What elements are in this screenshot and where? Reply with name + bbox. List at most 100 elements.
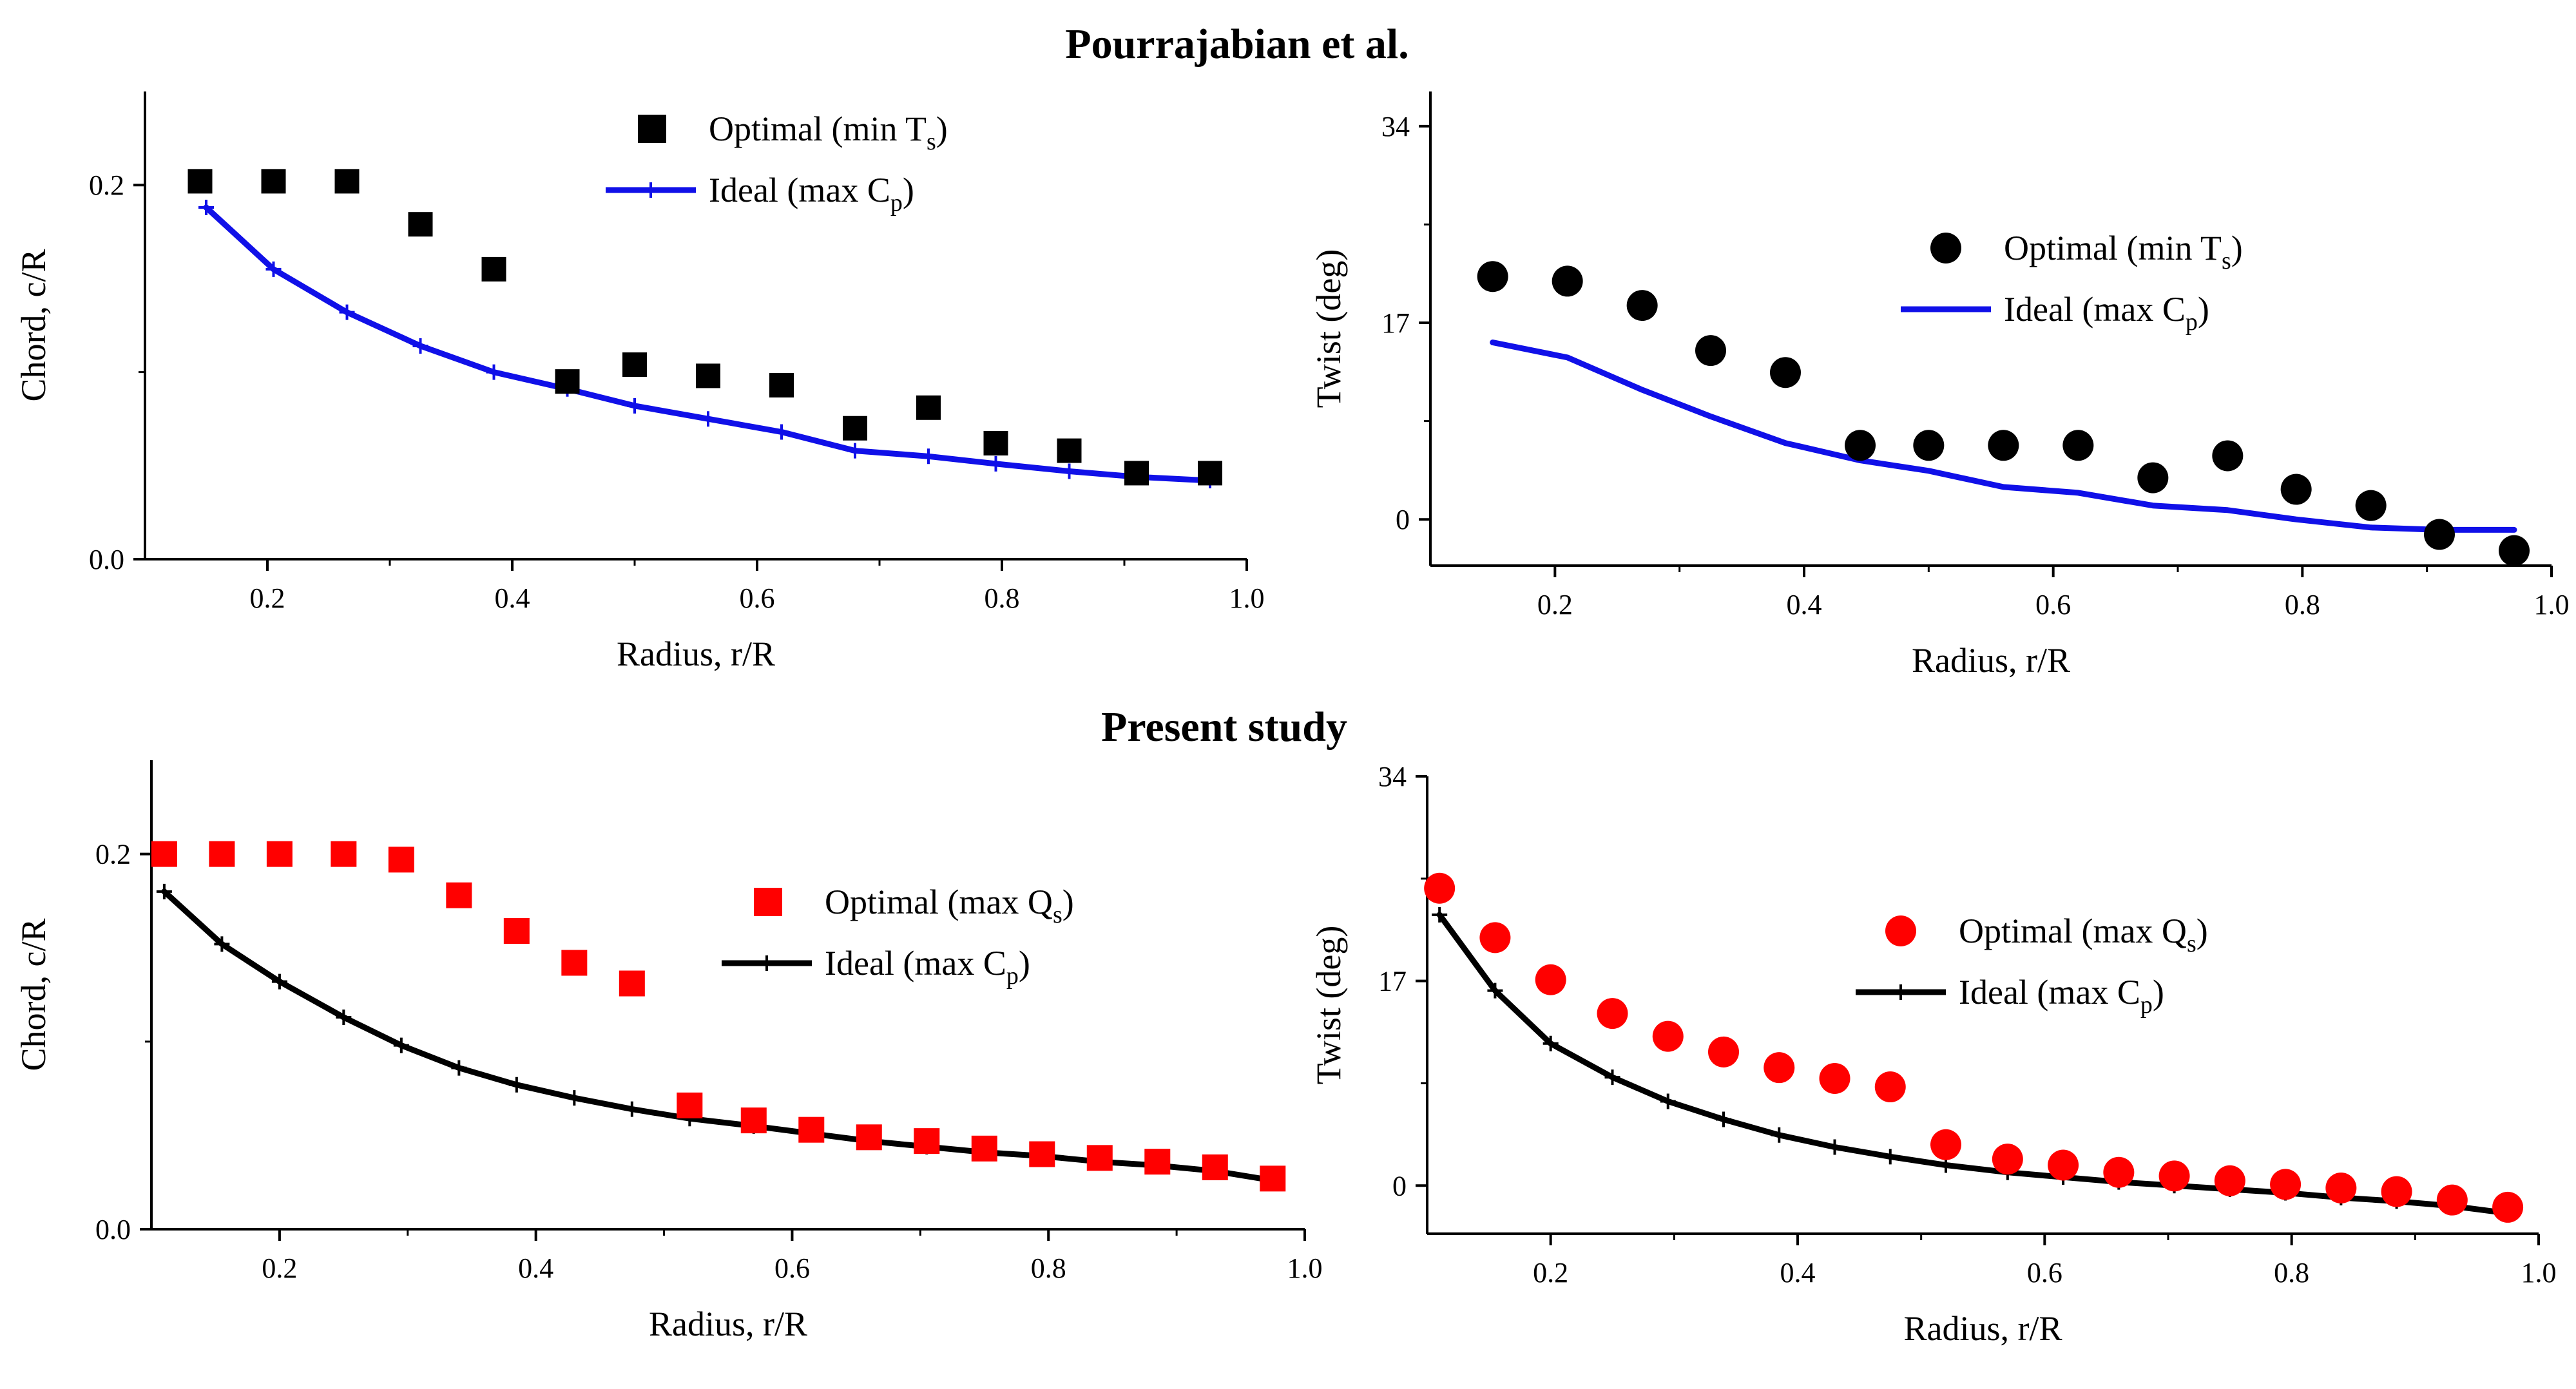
series-point-plus (627, 398, 642, 414)
series-point-square (856, 1124, 882, 1151)
series-line (1436, 912, 2511, 1216)
chart-chord-pourrajabian: 0.2 0.4 0.6 0.8 1.0 0.0 0.2 Radius, r/R Chord, c… (14, 91, 1265, 673)
y-tick-label: 0.0 (95, 1214, 131, 1245)
legend-label-subscript: p (2140, 991, 2153, 1019)
series-point-circle (2355, 490, 2387, 521)
legend-label-main: Optimal (min T (709, 110, 927, 148)
series-point-circle (2492, 1191, 2524, 1223)
series-point-plus (1882, 1149, 1898, 1165)
x-tick-label: 0.8 (2285, 589, 2320, 620)
legend-label: Optimal (max Qs) (1959, 912, 2208, 957)
series-point-circle (2436, 1184, 2468, 1216)
series-point-square (696, 363, 720, 388)
series-point-square (151, 841, 177, 867)
series-point-circle (1552, 265, 1583, 297)
x-tick-label: 1.0 (1229, 582, 1265, 614)
legend-label-main: Optimal (max Q (825, 883, 1053, 921)
series-point-circle (1988, 430, 2019, 461)
legend-plus (643, 182, 658, 198)
series-point-circle (1597, 998, 1628, 1030)
series-point-plus (1432, 906, 1448, 923)
x-tick-label: 0.8 (985, 582, 1020, 614)
series-point-plus (486, 364, 502, 380)
series-point-plus (1061, 463, 1077, 479)
series-point-square (408, 212, 433, 237)
series-point-circle (2270, 1169, 2302, 1200)
legend-label: Ideal (max Cp) (2004, 290, 2209, 336)
legend-circle (1930, 233, 1961, 263)
y-axis-label: Chord, c/R (14, 919, 53, 1071)
legend-label-close: ) (903, 171, 914, 209)
section-title-bottom: Present study (1101, 704, 1347, 751)
legend-label-subscript: p (890, 189, 903, 216)
legend-label-subscript: p (1006, 963, 1019, 990)
series-point-circle (2325, 1173, 2357, 1203)
section-title-top: Pourrajabian et al. (1065, 21, 1408, 68)
series-point-square (446, 882, 472, 908)
legend-label-subscript: s (927, 128, 936, 155)
series-point-circle (1770, 357, 1801, 388)
series-point-square (740, 1107, 767, 1134)
x-tick-label: 1.0 (2521, 1257, 2557, 1288)
series-point-plus (451, 1060, 467, 1076)
series-point-plus (1543, 1035, 1559, 1051)
legend-label-close: ) (2153, 973, 2164, 1011)
series-point-circle (1535, 964, 1566, 995)
legend-square (638, 115, 666, 143)
legend-label: Optimal (min Ts) (709, 110, 948, 155)
x-tick-label: 0.2 (262, 1252, 297, 1284)
series-point-square (503, 917, 530, 944)
series-point-circle (2381, 1176, 2412, 1207)
series-point-circle (1764, 1052, 1795, 1084)
legend-plus (759, 955, 774, 971)
series-point-circle (2214, 1165, 2245, 1196)
series-point-circle (1479, 922, 1511, 953)
legend-label-subscript: s (1053, 901, 1062, 928)
series-point-plus (412, 338, 428, 354)
legend-circle (1885, 915, 1916, 946)
series-point-plus (1604, 1069, 1620, 1086)
series-point-square (983, 430, 1008, 455)
series-point-square (1057, 438, 1082, 463)
series-point-plus (921, 448, 936, 465)
y-axis-label: Twist (deg) (1309, 926, 1348, 1085)
y-tick-label: 34 (1378, 761, 1407, 792)
y-tick-label: 0 (1392, 1170, 1407, 1202)
series-point-square (622, 352, 647, 377)
x-tick-label: 0.6 (2035, 589, 2071, 620)
series-point-square (914, 1128, 940, 1154)
series-point-square (1202, 1154, 1228, 1180)
series-point-square (261, 169, 286, 194)
legend-square (754, 888, 782, 916)
series-point-circle (1477, 261, 1508, 292)
series-point-plus (700, 411, 716, 427)
x-axis-label: Radius, r/R (1903, 1309, 2062, 1348)
legend-label-close: ) (936, 110, 948, 148)
series-line (1490, 340, 2517, 533)
legend-label-subscript: s (2222, 247, 2231, 274)
series-point-plus (336, 1009, 352, 1025)
legend-label-close: ) (2198, 290, 2209, 329)
series-point-square (619, 970, 645, 997)
series-point-circle (1992, 1144, 2023, 1175)
legend-plus (1893, 984, 1908, 1000)
series-point-circle (1874, 1071, 1906, 1103)
x-tick-label: 0.4 (518, 1252, 553, 1284)
x-tick-label: 0.8 (2274, 1257, 2309, 1288)
series-point-plus (774, 424, 789, 440)
series-point-circle (2103, 1156, 2135, 1188)
series-point-circle (1424, 872, 1456, 904)
x-tick-label: 0.4 (1787, 589, 1822, 620)
y-tick-label: 0.0 (89, 544, 124, 575)
y-tick-label: 0 (1396, 504, 1410, 535)
chart-twist-pourrajabian: 0.2 0.4 0.6 0.8 1.0 0 17 34 Radius, r/R Twist (de… (1309, 91, 2570, 680)
series-point-square (1198, 461, 1222, 486)
series-point-circle (2424, 519, 2455, 550)
chart-chord-present-study: 0.2 0.4 0.6 0.8 1.0 0.0 0.2 Radius, r/R Chord, c… (14, 760, 1323, 1343)
series-point-square (843, 416, 867, 441)
series-point-plus (988, 455, 1004, 472)
series-point-square (555, 369, 580, 394)
legend-label-close: ) (2231, 229, 2243, 267)
series-point-plus (393, 1037, 409, 1053)
